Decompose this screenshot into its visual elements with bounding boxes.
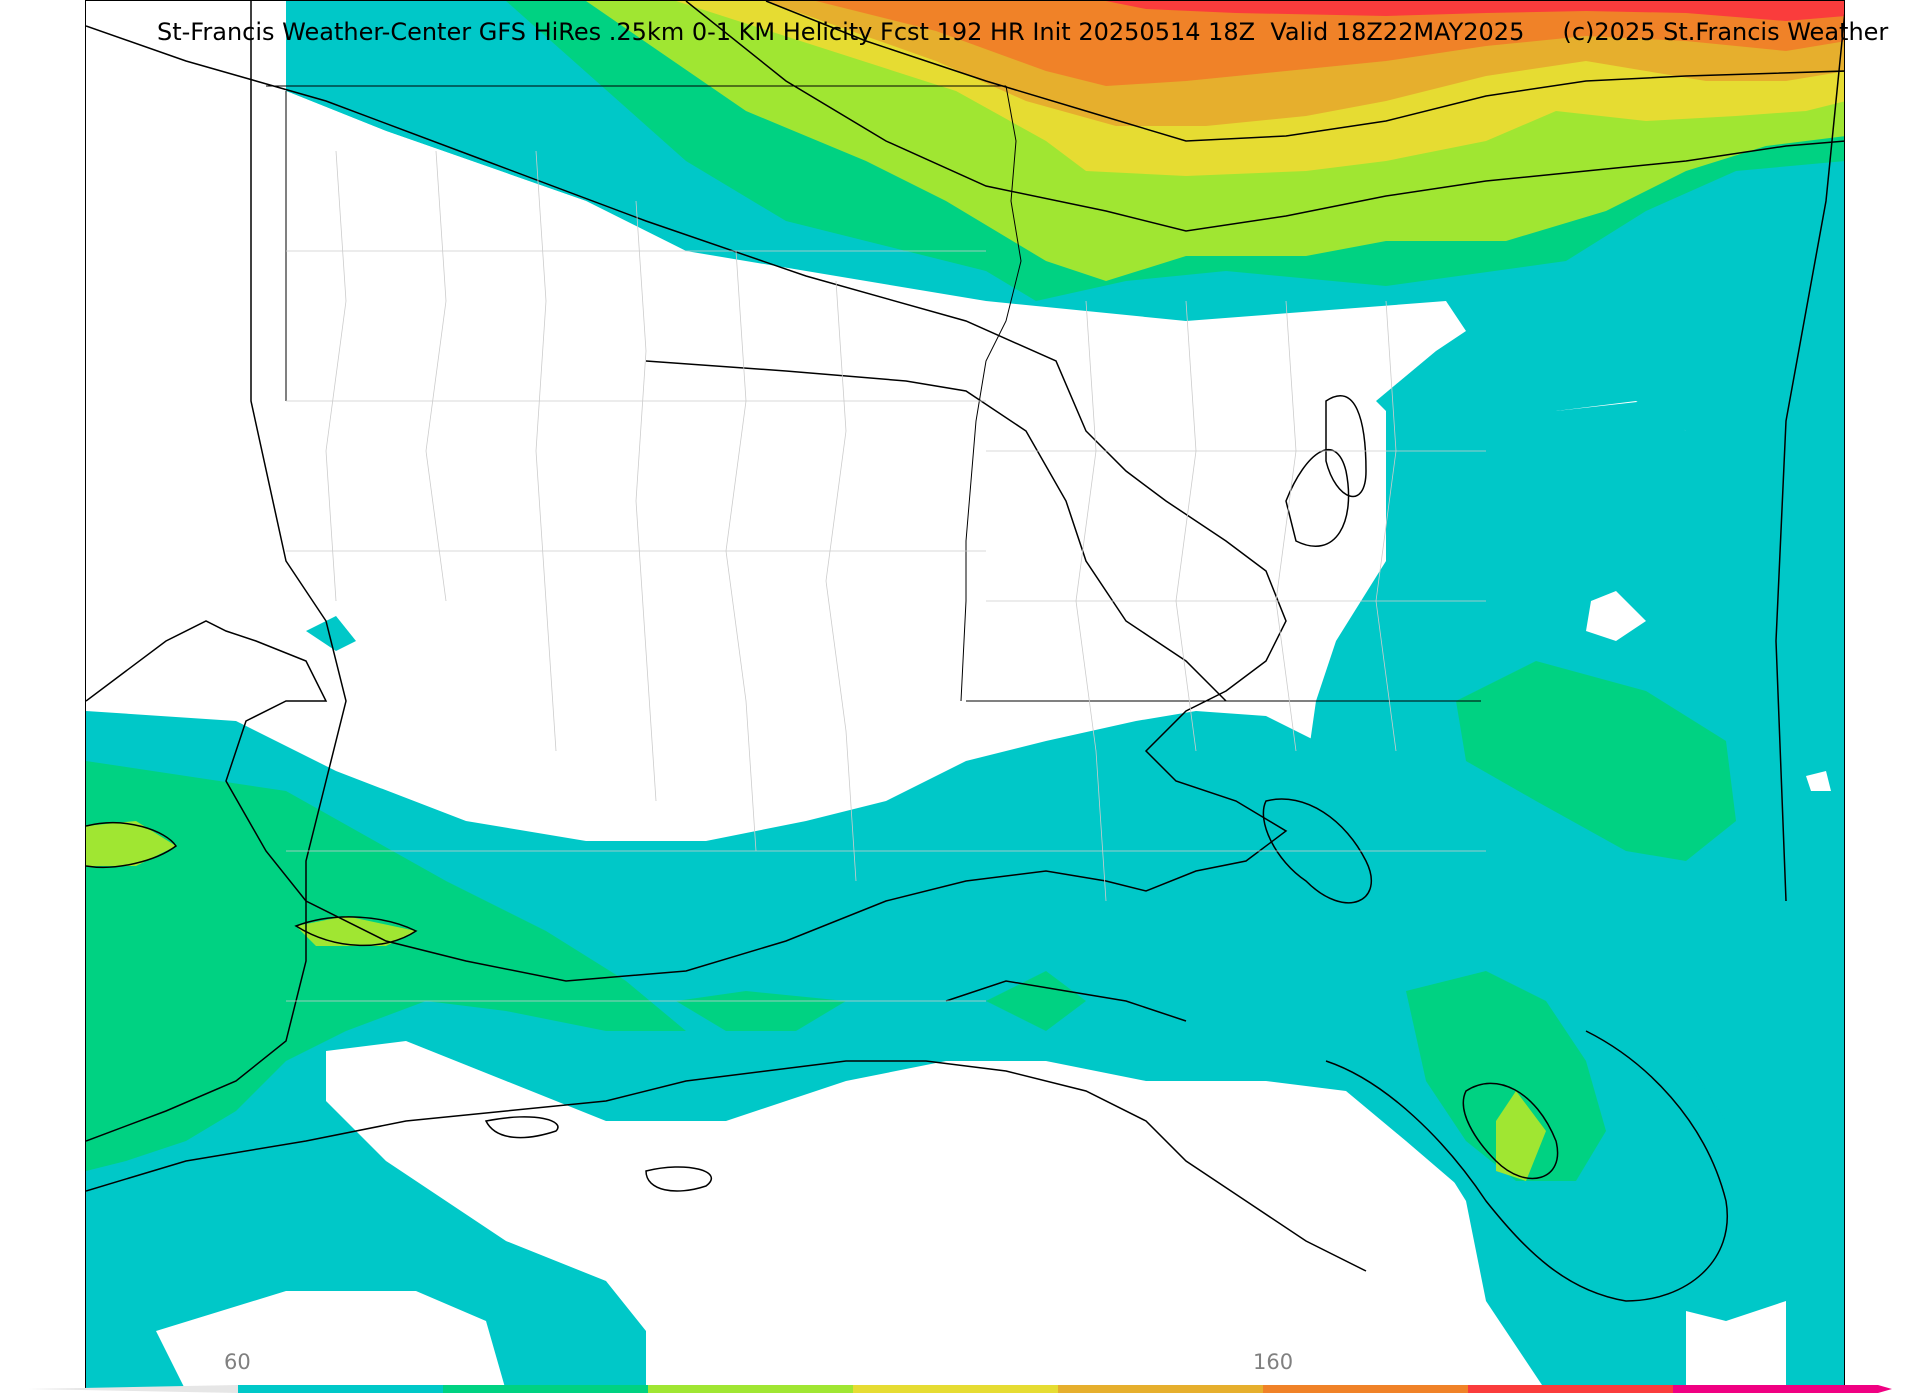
- green-band-south-3: [986, 971, 1086, 1031]
- colorbar-segment: [1058, 1385, 1263, 1393]
- white-hole-east-2: [1806, 771, 1831, 791]
- colorbar-segment: [1468, 1385, 1673, 1393]
- white-strip-south-2: [156, 1291, 506, 1389]
- red-band-north: [1106, 1, 1844, 21]
- lime-cell-west-2: [296, 916, 416, 946]
- green-band-south: [86, 761, 686, 1171]
- white-strip-south: [326, 1041, 1786, 1389]
- colorbar-segment: [853, 1385, 1058, 1393]
- colorbar-segment: [443, 1385, 648, 1393]
- colorbar: [28, 1385, 1892, 1393]
- colorbar-segment: [648, 1385, 853, 1393]
- contour-lines: [86, 1, 1844, 1302]
- county-boundaries: [286, 150, 1486, 1002]
- colorbar-tick-label: 60: [224, 1350, 251, 1374]
- green-region-southeast: [1406, 971, 1606, 1181]
- colorbar-tick-label: 160: [1253, 1350, 1294, 1374]
- teal-band-north: [266, 1, 1844, 1389]
- colorbar-segment: [1673, 1385, 1878, 1393]
- white-hole-east: [1586, 591, 1646, 641]
- colorbar-segment: [238, 1385, 443, 1393]
- map-frame: [85, 0, 1845, 1390]
- colorbar-segment: [1263, 1385, 1468, 1393]
- colorbar-left-tip: [28, 1385, 238, 1393]
- state-boundaries: [266, 85, 1481, 702]
- colorbar-right-tip: [1878, 1385, 1892, 1393]
- white-strip-north: [86, 1, 1506, 831]
- helicity-map: [86, 1, 1844, 1389]
- teal-cell-west: [306, 616, 356, 651]
- orange-band-north: [816, 1, 1844, 86]
- lime-cell-west: [86, 821, 176, 866]
- lime-cell-southeast: [1496, 1091, 1546, 1181]
- green-region-east: [1456, 661, 1736, 861]
- map-title: St-Francis Weather-Center GFS HiRes .25k…: [157, 18, 1889, 46]
